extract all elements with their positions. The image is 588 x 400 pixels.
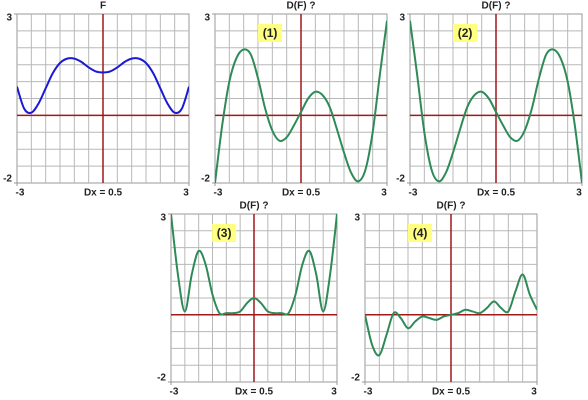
x-tick-label: -3: [409, 188, 418, 199]
annotation: (2): [458, 26, 473, 40]
annotation-box: [212, 224, 237, 242]
x-tick-label: 3: [381, 188, 387, 199]
chart-title: D(F) ?: [287, 1, 316, 12]
data-line: [215, 20, 387, 183]
x-tick-label: -3: [170, 387, 179, 398]
data-line: [171, 214, 337, 316]
x-tick-label: 3: [331, 387, 337, 398]
x-tick-label: -3: [16, 188, 25, 199]
chart-title: F: [100, 1, 106, 12]
y-tick-label: 3: [399, 13, 405, 24]
x-tick-label: 3: [531, 387, 537, 398]
y-tick-label: 3: [204, 13, 210, 24]
chart-title: D(F) ?: [482, 1, 511, 12]
x-axis-label: Dx = 0.5: [477, 188, 516, 199]
chart-panel: -2 3 -3 3 F Dx = 0.5: [3, 1, 190, 199]
x-tick-label: -3: [214, 188, 223, 199]
chart-panel: -2 3 -3 3 D(F) ? Dx = 0.5 (1): [201, 1, 388, 199]
data-line: [17, 57, 189, 115]
y-tick-label: -2: [396, 174, 405, 185]
y-tick-label: -2: [351, 373, 360, 384]
data-line: [365, 273, 537, 357]
y-tick-label: 3: [160, 213, 166, 224]
annotation-box: [453, 24, 478, 42]
chart-title: D(F) ?: [437, 201, 466, 212]
y-tick-label: -2: [3, 174, 12, 185]
y-tick-label: 3: [354, 213, 360, 224]
annotation-box: [408, 224, 433, 242]
annotation-box: [258, 24, 283, 42]
y-tick-label: 3: [6, 13, 12, 24]
x-axis-label: Dx = 0.5: [84, 188, 123, 199]
annotation: (4): [413, 226, 428, 240]
x-axis-label: Dx = 0.5: [432, 387, 471, 398]
chart-panel: -2 3 -3 3 D(F) ? Dx = 0.5 (3): [157, 201, 338, 398]
x-axis-label: Dx = 0.5: [282, 188, 321, 199]
chart-panel: -2 3 -3 3 D(F) ? Dx = 0.5 (4): [351, 201, 538, 398]
annotation: (3): [217, 226, 232, 240]
annotation: (1): [263, 26, 278, 40]
chart-title: D(F) ?: [240, 201, 269, 212]
y-tick-label: -2: [201, 174, 210, 185]
x-axis-label: Dx = 0.5: [235, 387, 274, 398]
data-line: [410, 20, 582, 183]
x-tick-label: 3: [576, 188, 582, 199]
x-tick-label: 3: [183, 188, 189, 199]
chart-panel: -2 3 -3 3 D(F) ? Dx = 0.5 (2): [396, 1, 583, 199]
y-tick-label: -2: [157, 373, 166, 384]
x-tick-label: -3: [364, 387, 373, 398]
